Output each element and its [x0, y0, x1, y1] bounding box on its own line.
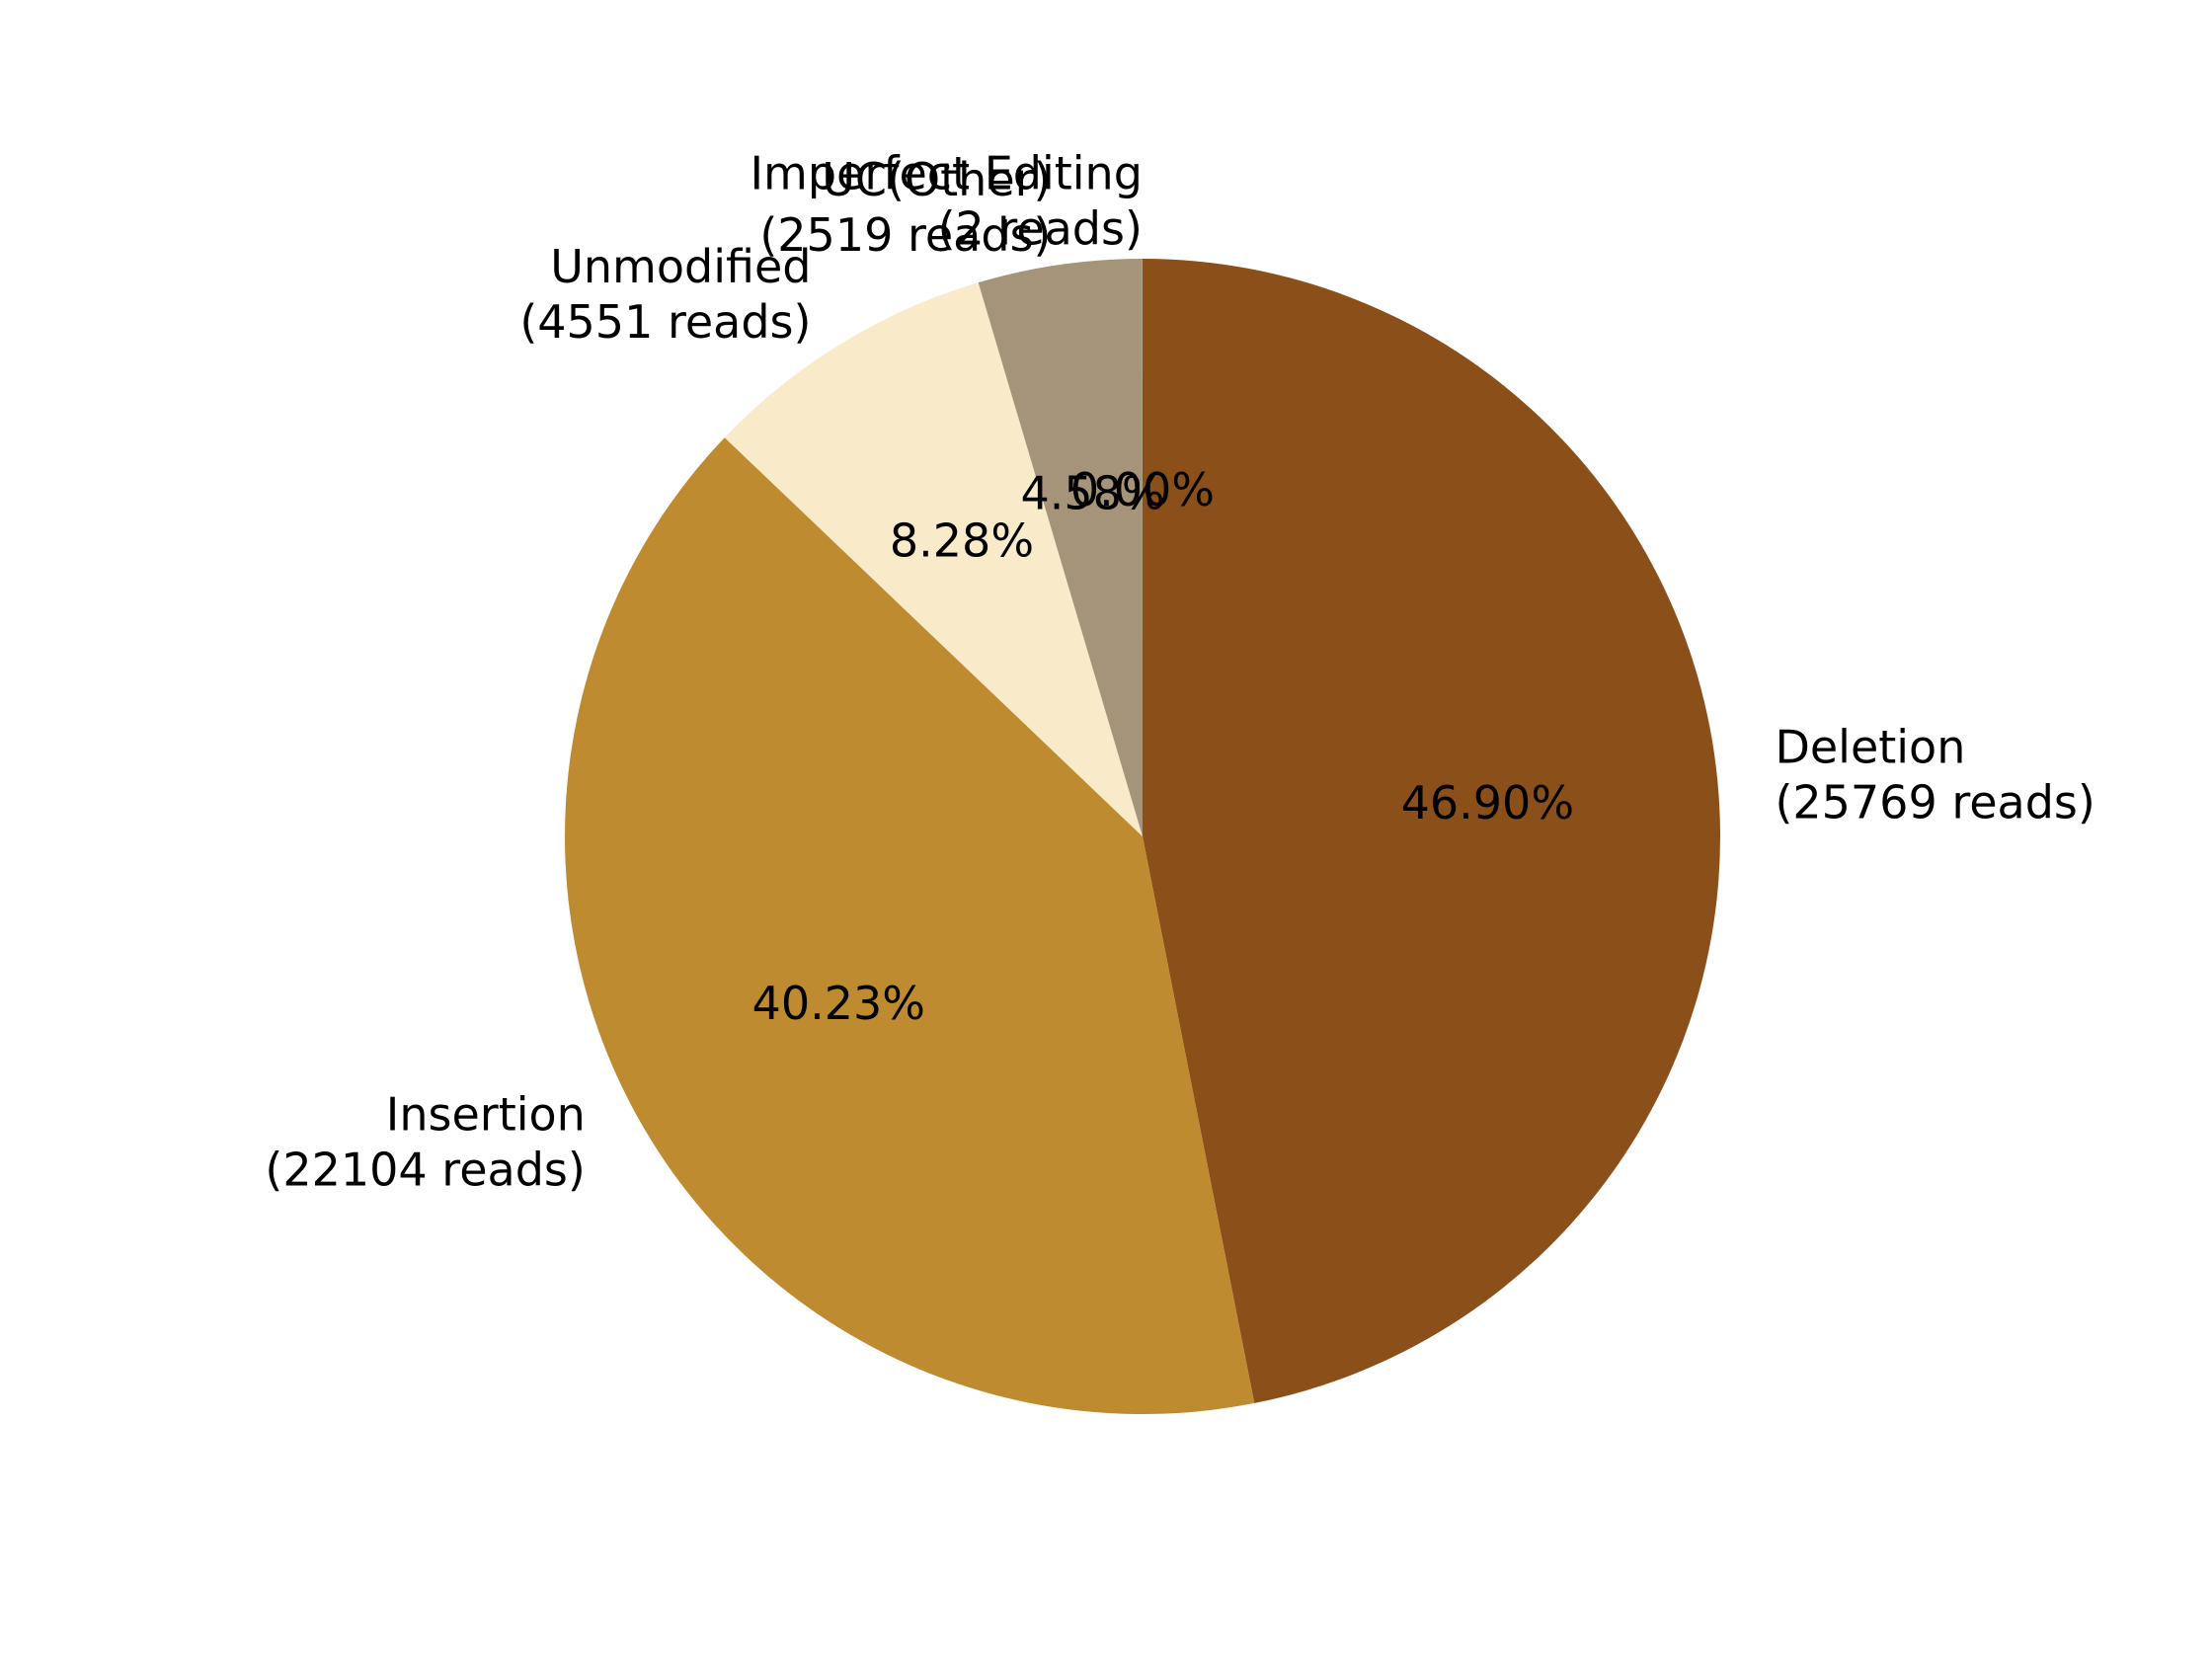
pct-deletion: 46.90%	[1401, 776, 1574, 830]
slice-deletion	[1143, 259, 1721, 1403]
slice-uc-other	[978, 259, 1143, 837]
label-unmodified-name: Unmodified	[550, 240, 811, 293]
label-deletion: Deletion (25769 reads)	[1775, 720, 2094, 829]
slice-labels: Deletion (25769 reads) Insertion (22104 rea…	[265, 147, 2094, 1197]
label-imperfect-editing-reads: (2 reads)	[938, 202, 1143, 256]
label-uc-other-name: UC(Other)	[822, 153, 1051, 206]
pct-insertion: 40.23%	[752, 977, 925, 1030]
percent-labels: 46.90% 40.23% 8.28%4.58%0.00%	[752, 463, 1574, 1030]
label-uc-other-reads: (2519 reads)	[759, 208, 1051, 262]
label-deletion-reads: (25769 reads)	[1775, 775, 2094, 829]
label-deletion-name: Deletion	[1775, 720, 1965, 773]
label-insertion-name: Insertion	[386, 1088, 586, 1142]
label-insertion: Insertion (22104 reads)	[265, 1088, 585, 1197]
pct-imperfect-editing: 0.00%	[1070, 463, 1215, 516]
slice-unmodified	[724, 282, 1143, 836]
pie-slices	[564, 259, 1721, 1415]
label-imperfect-editing-name: Imperfect Editing	[750, 147, 1142, 200]
pct-unmodified: 8.28%	[890, 514, 1034, 567]
label-uc-other: UC(Other) (2519 reads)	[759, 153, 1051, 262]
label-insertion-reads: (22104 reads)	[265, 1144, 585, 1197]
label-unmodified-reads: (4551 reads)	[519, 295, 811, 349]
pct-uc-other: 4.58%	[1020, 467, 1164, 520]
label-unmodified: Unmodified (4551 reads)	[519, 240, 811, 349]
label-imperfect-editing: Imperfect Editing (2 reads)	[750, 147, 1142, 256]
slice-insertion	[564, 437, 1255, 1415]
